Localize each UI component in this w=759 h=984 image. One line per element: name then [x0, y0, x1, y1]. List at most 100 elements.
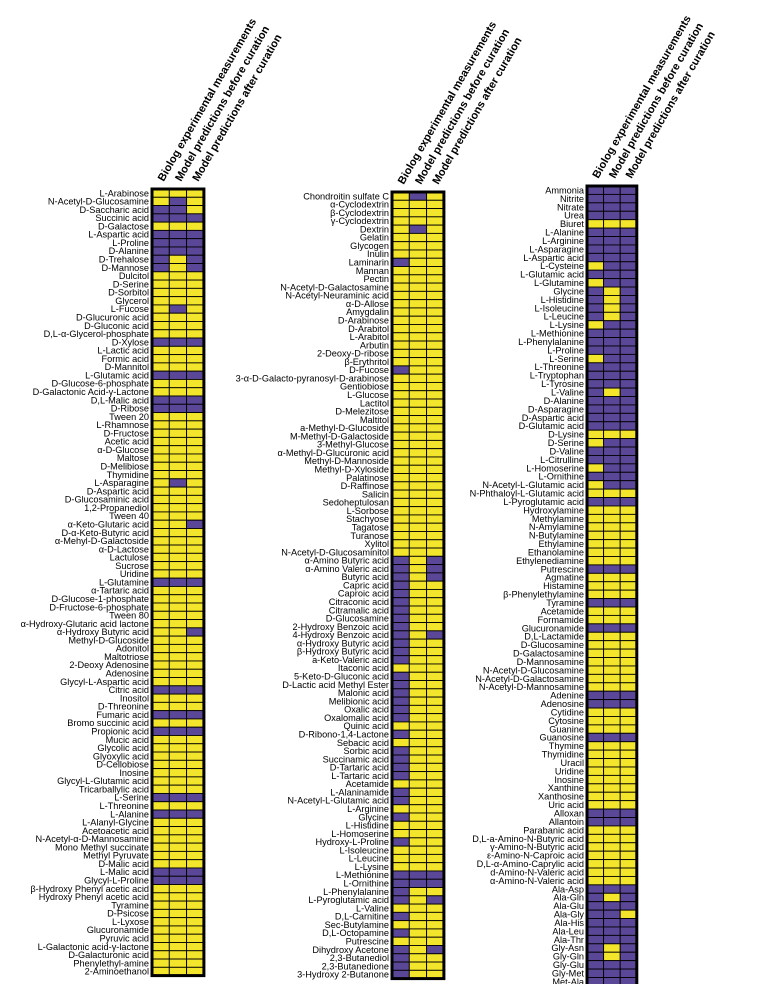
row-label: Methyl-D-Glucoside	[68, 635, 149, 645]
heatmap-cell	[391, 771, 410, 781]
heatmap-cell	[391, 332, 410, 342]
heatmap-cell	[408, 671, 428, 681]
heatmap-cell	[408, 829, 428, 839]
heatmap-cell	[408, 779, 428, 789]
row-label: Putrescine	[541, 564, 584, 574]
row-label: Citramalic acid	[329, 605, 389, 615]
heatmap-cell	[168, 677, 188, 687]
heatmap-cell	[168, 321, 188, 331]
heatmap-cell	[619, 951, 638, 962]
heatmap-cell	[408, 539, 428, 549]
heatmap-cell	[151, 726, 170, 736]
heatmap-cell	[391, 953, 410, 963]
heatmap-cell	[391, 241, 410, 251]
heatmap-cell	[391, 688, 410, 698]
heatmap-cell	[186, 826, 205, 836]
heatmap-cell	[391, 738, 410, 748]
heatmap-cell	[168, 950, 188, 960]
heatmap-cell	[391, 539, 410, 549]
row-label: Glycine	[553, 286, 584, 296]
heatmap-cell	[168, 453, 188, 463]
heatmap-cell	[426, 506, 445, 516]
heatmap-cell	[151, 668, 170, 678]
row-label: Lactulose	[110, 553, 149, 563]
row-label: 2,3-Butanediol	[330, 953, 389, 963]
heatmap-cell	[586, 269, 605, 280]
row-label: D-Alanine	[109, 246, 149, 256]
heatmap-cell	[186, 677, 205, 687]
heatmap-cell	[586, 892, 605, 903]
heatmap-cell	[408, 365, 428, 375]
heatmap-cell	[603, 244, 621, 254]
heatmap-cell	[619, 682, 638, 692]
row-label: L-Glutamic acid	[85, 370, 149, 380]
heatmap-cell	[603, 951, 621, 962]
heatmap-cell	[603, 454, 621, 465]
heatmap-cell	[603, 421, 621, 431]
heatmap-cell	[151, 246, 170, 256]
heatmap-cell	[619, 311, 638, 322]
heatmap-cell	[408, 373, 428, 383]
heatmap-cell	[391, 754, 410, 764]
row-label: L-Malic acid	[100, 867, 149, 877]
row-label: D-Glucuronic acid	[76, 312, 149, 322]
heatmap-cell	[391, 232, 410, 243]
heatmap-cell	[426, 738, 445, 748]
heatmap-cell	[151, 958, 170, 968]
heatmap-cell	[168, 710, 188, 720]
heatmap-cell	[603, 488, 621, 498]
heatmap-cell	[603, 202, 621, 212]
heatmap-cell	[151, 875, 170, 885]
row-label: Lactitol	[360, 398, 389, 408]
heatmap-cell	[151, 701, 170, 712]
heatmap-cell	[603, 505, 621, 515]
heatmap-cell	[603, 564, 621, 574]
heatmap-cell	[408, 895, 428, 905]
heatmap-cell	[151, 602, 170, 612]
heatmap-cell	[151, 387, 170, 397]
heatmap-cell	[586, 404, 605, 414]
heatmap-cell	[168, 776, 188, 786]
row-label: Nitrite	[560, 194, 584, 204]
heatmap-cell	[151, 221, 170, 231]
heatmap-cell	[186, 370, 205, 380]
heatmap-cell	[603, 673, 621, 684]
heatmap-cell	[586, 690, 605, 701]
heatmap-cell	[408, 878, 428, 888]
heatmap-cell	[586, 732, 605, 743]
heatmap-cell	[586, 219, 605, 229]
heatmap-cell	[168, 436, 188, 447]
heatmap-cell	[391, 663, 410, 673]
row-label: Mucic acid	[106, 735, 149, 745]
heatmap-cell	[426, 820, 445, 831]
heatmap-cell	[619, 522, 638, 532]
row-label: Nitrate	[557, 202, 584, 212]
heatmap-cell	[391, 895, 410, 905]
row-label: L-Arginine	[347, 804, 389, 814]
heatmap-cell	[151, 362, 170, 372]
row-label: Acetoacetic acid	[82, 826, 149, 836]
row-label: Thymidine	[542, 750, 584, 760]
row-label: L-Ornithine	[344, 879, 389, 889]
heatmap-cell	[168, 892, 188, 902]
heatmap-cell	[408, 605, 428, 615]
heatmap-cell	[586, 623, 605, 633]
heatmap-cell	[619, 901, 638, 911]
heatmap-cell	[408, 390, 428, 400]
heatmap-cell	[426, 837, 445, 847]
heatmap-cell	[619, 817, 638, 827]
heatmap-cell	[619, 446, 638, 456]
heatmap-cell	[619, 337, 638, 347]
row-label: Inositol	[120, 693, 149, 703]
heatmap-cell	[619, 295, 638, 305]
heatmap-cell	[426, 920, 445, 930]
heatmap-cell	[408, 622, 428, 632]
heatmap-cell	[391, 249, 410, 259]
row-label: Gentiobiose	[340, 382, 389, 392]
heatmap-cell	[186, 925, 205, 935]
heatmap-cell	[168, 751, 188, 761]
heatmap-cell	[168, 925, 188, 935]
heatmap-cell	[619, 412, 638, 423]
heatmap-cell	[603, 556, 621, 566]
heatmap-cell	[603, 589, 621, 600]
